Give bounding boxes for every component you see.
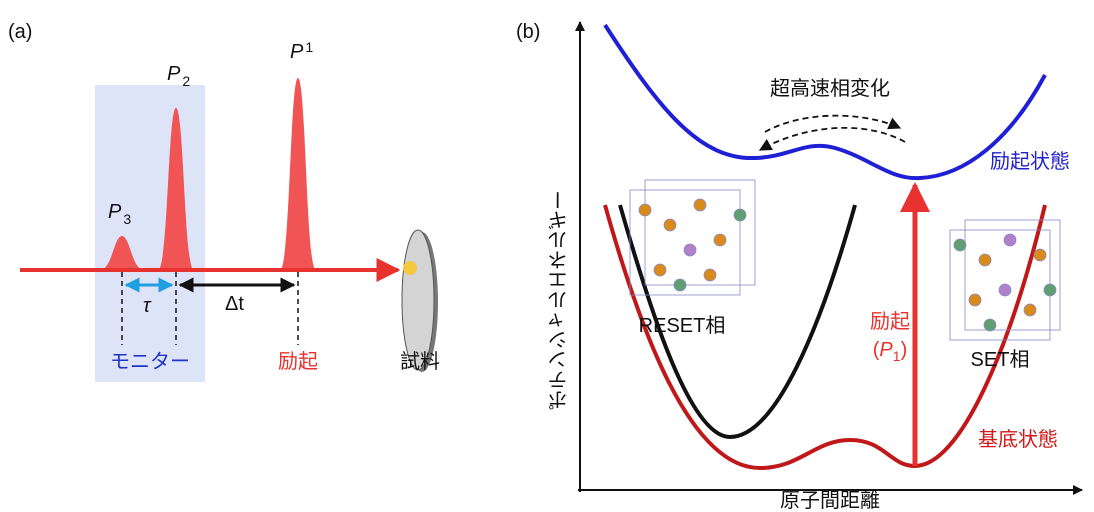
y-axis-label: ポテンシャルエネルギー: [549, 190, 571, 410]
text-part: P: [290, 41, 304, 63]
spot: [403, 261, 417, 275]
excited-state-label: 励起状態: [990, 150, 1070, 173]
pulse: [280, 78, 316, 270]
text-part: 1: [893, 348, 901, 364]
monitor-label: モニター: [110, 350, 190, 373]
panel-b: (b) ポテンシャルエネルギー 原子間距離 超高速相変化 励起状態 RESET相…: [516, 21, 1082, 512]
text-part: P: [879, 339, 893, 361]
transition-arrow: [765, 116, 900, 132]
text-part: ): [901, 339, 908, 361]
excitation-pulse: (P1): [873, 339, 907, 364]
set-label: SET相: [971, 348, 1030, 371]
text-part: P: [167, 63, 181, 85]
text-part: P: [108, 201, 122, 223]
sample: [402, 230, 434, 370]
text-part: 3: [123, 211, 131, 227]
excitation-label: 励起: [870, 310, 910, 333]
x-axis-label: 原子間距離: [780, 489, 880, 512]
reset-label: RESET相: [639, 314, 726, 337]
monitor-region: [95, 85, 205, 382]
text-part: 2: [182, 73, 190, 89]
reset-structure: [630, 180, 755, 295]
text-part: 1: [305, 39, 313, 55]
excitation-label: 励起: [278, 350, 318, 373]
ground-state-label: 基底状態: [978, 428, 1058, 451]
panel-label: (b): [516, 21, 540, 43]
sample-label: 試料: [400, 350, 440, 373]
panel-label: (a): [8, 21, 32, 43]
delta-t: Δt: [225, 293, 244, 315]
figure: (a) τ Δt P1 P2 P3 モニター 励起 試料 (b) ポテンシャルエ…: [0, 0, 1094, 512]
excited-curve: [605, 25, 1045, 178]
set-structure: [950, 220, 1060, 340]
transition-label: 超高速相変化: [770, 77, 890, 100]
